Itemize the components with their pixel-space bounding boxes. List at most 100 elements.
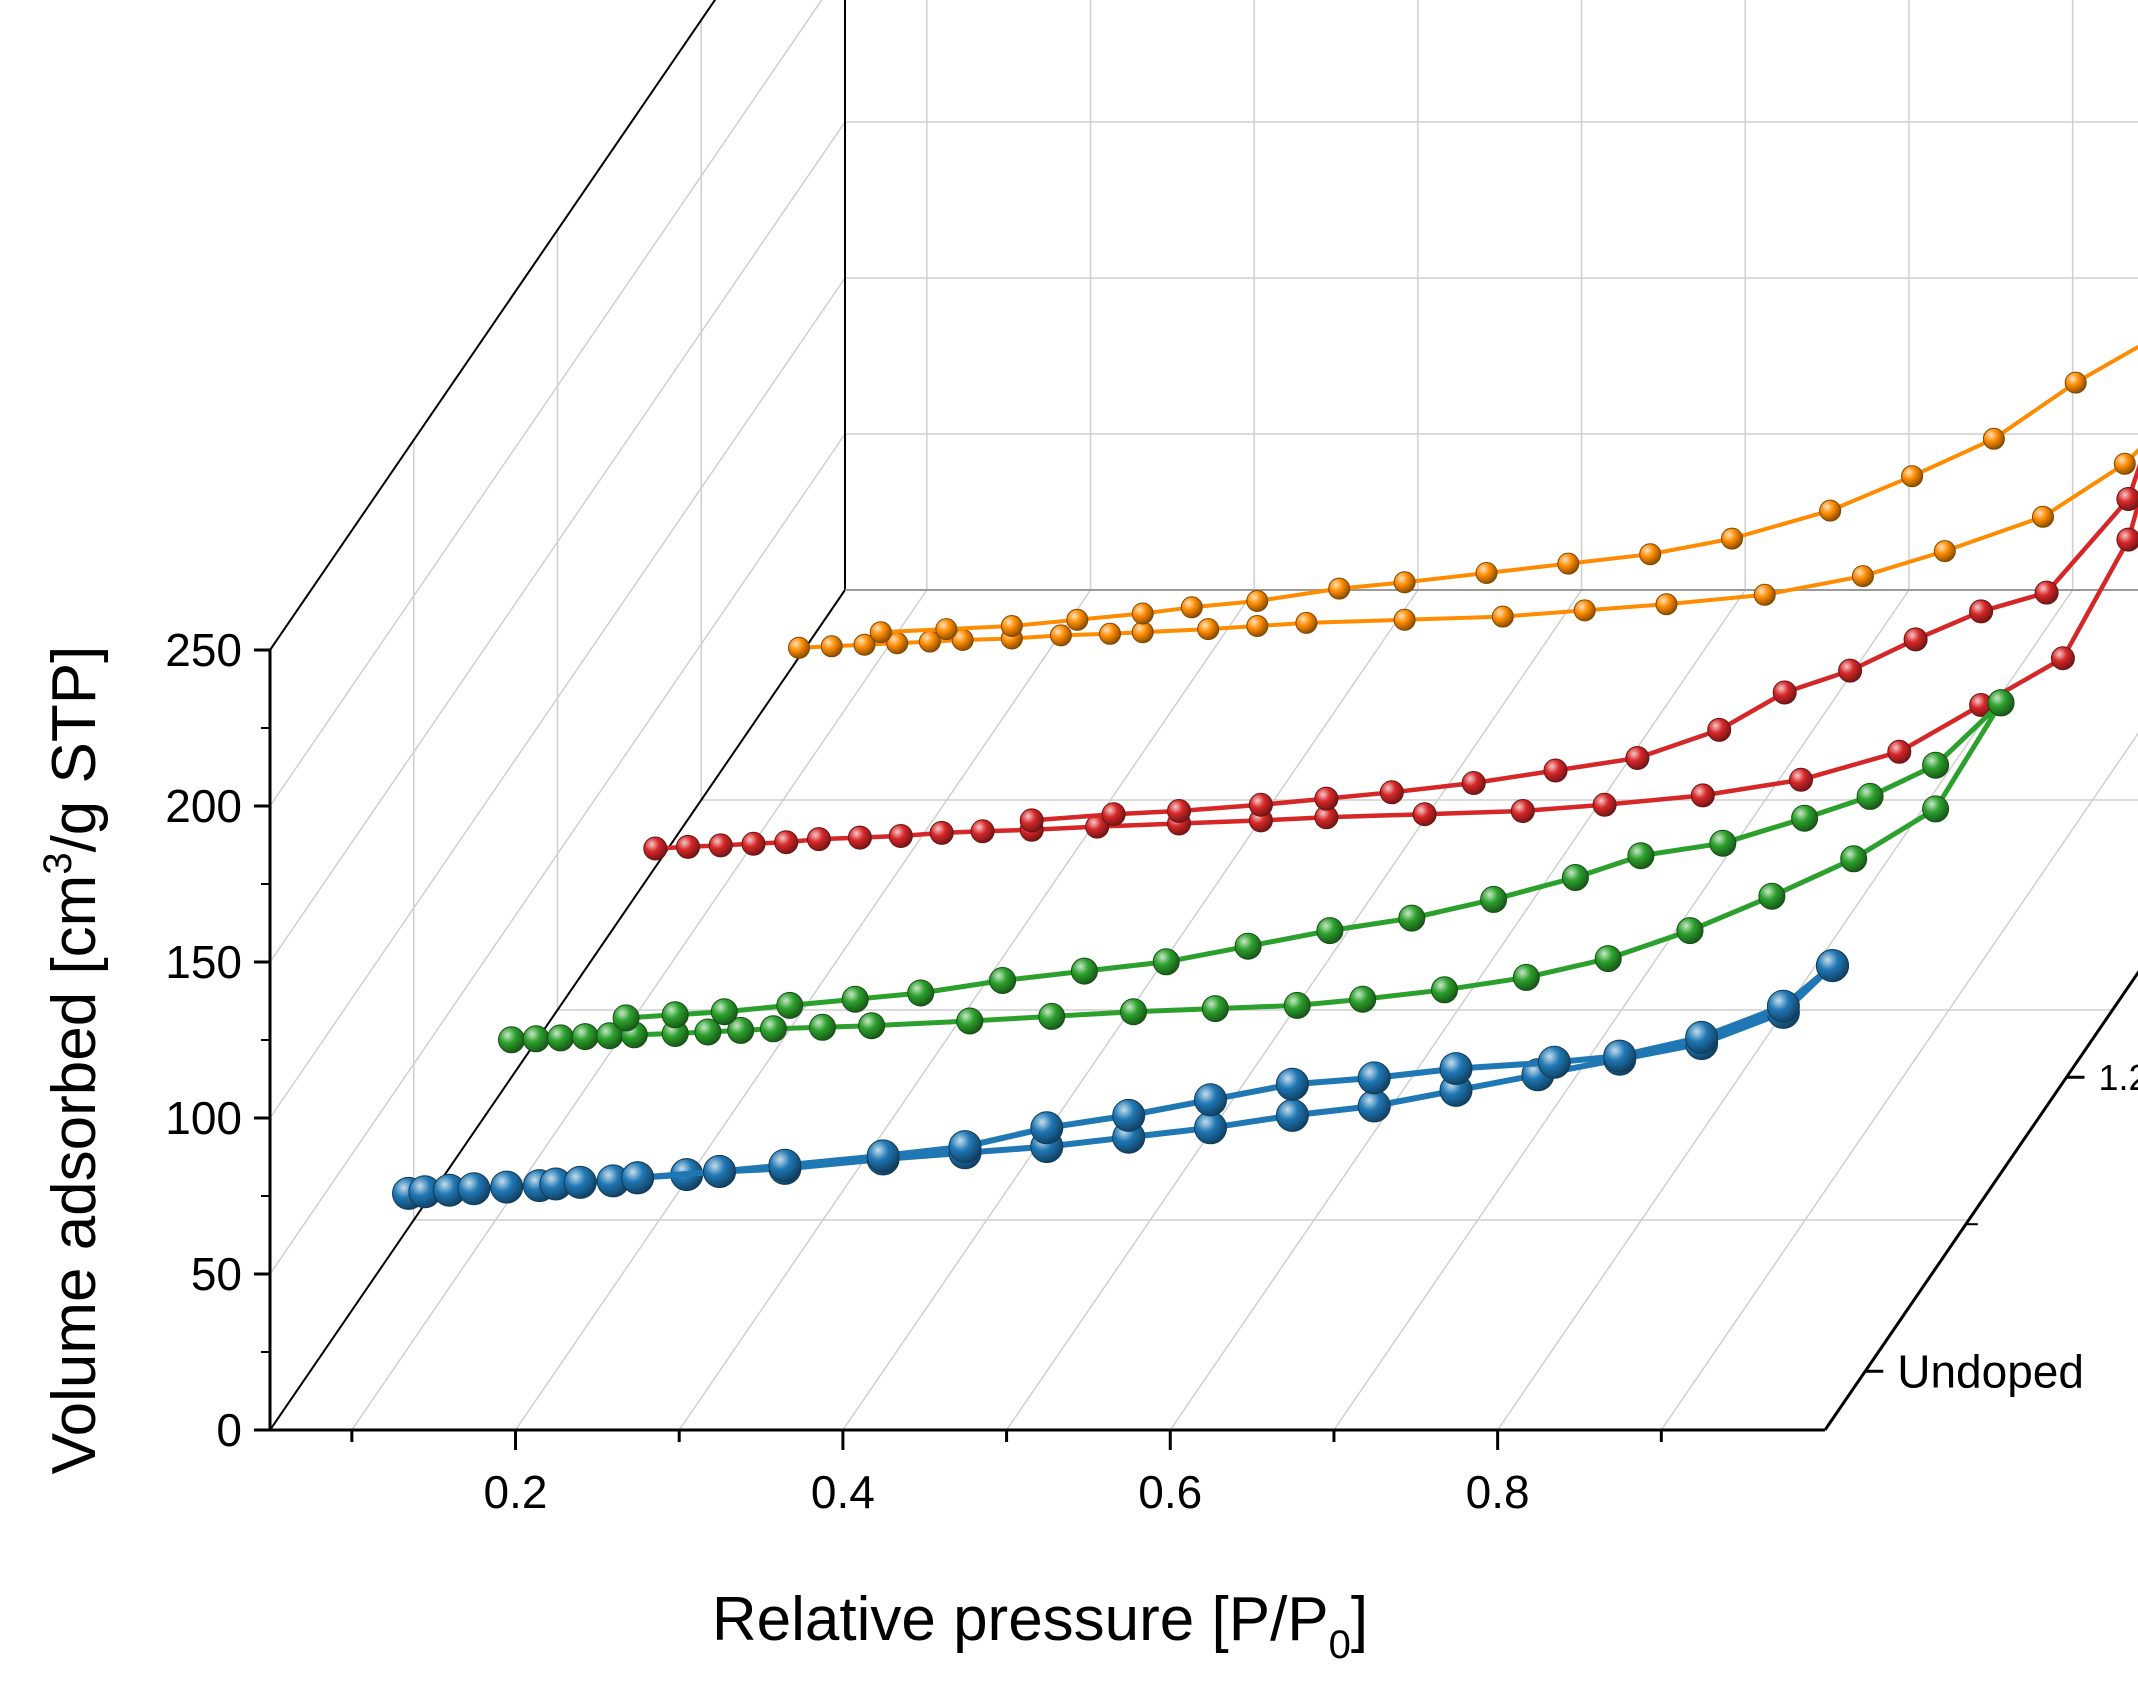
adsorption-point	[1295, 611, 1318, 634]
desorption-point	[1248, 792, 1273, 817]
adsorption-point	[956, 1007, 984, 1035]
adsorption-line	[408, 963, 1835, 1197]
desorption-point	[1987, 689, 2015, 717]
desorption-point	[710, 998, 738, 1026]
adsorption-point	[1412, 802, 1437, 827]
desorption-point	[1234, 932, 1262, 960]
adsorption-point	[788, 636, 810, 659]
desorption-point	[1791, 804, 1819, 832]
desorption-point	[989, 967, 1017, 994]
desorption-point	[1969, 599, 1994, 624]
adsorption-point	[1038, 1002, 1066, 1030]
adsorption-point	[1851, 565, 1874, 588]
desorption-point	[1316, 917, 1344, 945]
desorption-point	[1379, 780, 1404, 805]
adsorption-point	[1120, 998, 1147, 1026]
adsorption-point	[1510, 799, 1535, 823]
adsorption-point	[929, 820, 954, 845]
desorption-point	[935, 618, 958, 641]
adsorption-point	[1197, 618, 1220, 641]
adsorption-point	[1099, 622, 1121, 645]
y-tick-label: 200	[165, 780, 242, 832]
adsorption-point	[741, 831, 766, 856]
adsorption-point	[888, 824, 913, 848]
desorption-point	[1838, 658, 1863, 683]
desorption-point	[1922, 751, 1950, 779]
adsorption-point	[457, 1172, 491, 1206]
desorption-point	[1480, 885, 1508, 913]
chart-frame-and-grid	[254, 0, 2138, 1450]
adsorption-point	[1655, 593, 1678, 616]
adsorption-point	[1840, 845, 1868, 873]
adsorption-point	[1690, 783, 1715, 808]
adsorption-point	[847, 825, 872, 850]
desorption-point	[1685, 1020, 1719, 1054]
desorption-point	[1982, 427, 2005, 450]
desorption-point	[612, 1004, 640, 1032]
adsorption-point	[1357, 1089, 1391, 1123]
desorption-point	[1903, 627, 1928, 652]
desorption-point	[1537, 1045, 1571, 1079]
desorption-point	[2034, 580, 2059, 605]
desorption-point	[1000, 615, 1023, 637]
adsorption-point	[970, 819, 995, 844]
adsorption-point	[1393, 608, 1416, 631]
desorption-point	[661, 1001, 689, 1029]
adsorption-point	[1491, 605, 1514, 628]
desorption-point	[1066, 608, 1089, 631]
desorption-point	[1639, 543, 1662, 566]
desorption-point	[841, 985, 869, 1013]
adsorption-point	[1573, 599, 1596, 622]
desorption-point	[1721, 527, 1743, 550]
x-tick-label: 0.8	[1466, 1466, 1530, 1518]
sample-label: Undoped	[1897, 1345, 2084, 1397]
desorption-point	[1625, 746, 1650, 770]
desorption-point	[1603, 1039, 1637, 1073]
adsorption-point	[1789, 767, 1813, 792]
adsorption-point	[498, 1026, 525, 1054]
desorption-point	[2064, 371, 2087, 394]
y-tick-label: 50	[191, 1248, 242, 1300]
desorption-point	[1180, 596, 1203, 619]
x-tick-label: 0.6	[1138, 1466, 1202, 1518]
x-tick-label: 0.4	[811, 1466, 875, 1518]
series-1-2-zr	[498, 689, 2015, 1054]
desorption-point	[1557, 552, 1580, 575]
desorption-point	[907, 979, 935, 1007]
desorption-line	[637, 963, 1835, 1181]
sample-label: 1.2%Zr	[2099, 1057, 2138, 1098]
adsorption-point	[1592, 792, 1617, 817]
adsorption-point	[1283, 991, 1311, 1019]
series-undoped	[392, 949, 1849, 1210]
desorption-point	[1314, 786, 1339, 811]
adsorption-point	[643, 836, 668, 861]
adsorption-point	[676, 834, 700, 859]
desorption-point	[1439, 1052, 1473, 1086]
adsorption-point	[2050, 646, 2075, 671]
adsorption-point	[1049, 624, 1072, 647]
y-tick-label: 250	[165, 624, 242, 676]
grid-lines	[269, 0, 2138, 1431]
desorption-point	[2116, 487, 2138, 511]
desorption-point	[1328, 577, 1351, 600]
series-5-6-zr	[788, 344, 2138, 659]
desorption-point	[1152, 948, 1180, 976]
adsorption-point	[1922, 795, 1950, 823]
desorption-point	[1709, 829, 1737, 857]
depth-axis-line	[1823, 970, 2138, 1431]
desorption-point	[1461, 771, 1486, 795]
desorption-point	[1167, 799, 1191, 823]
desorption-point	[866, 1139, 900, 1173]
adsorption-point	[2032, 505, 2054, 528]
y-tick-label: 100	[165, 1092, 242, 1144]
desorption-point	[1246, 590, 1269, 612]
y-tick-label: 150	[165, 936, 242, 988]
desorption-point	[1819, 499, 1842, 522]
desorption-line	[625, 700, 2003, 1021]
adsorption-point	[1275, 1098, 1309, 1132]
adsorption-point	[853, 633, 876, 656]
adsorption-point	[1887, 739, 1912, 764]
adsorption-point	[1194, 1111, 1227, 1145]
y-tick-label: 0	[216, 1404, 242, 1456]
desorption-point	[1901, 465, 1924, 488]
